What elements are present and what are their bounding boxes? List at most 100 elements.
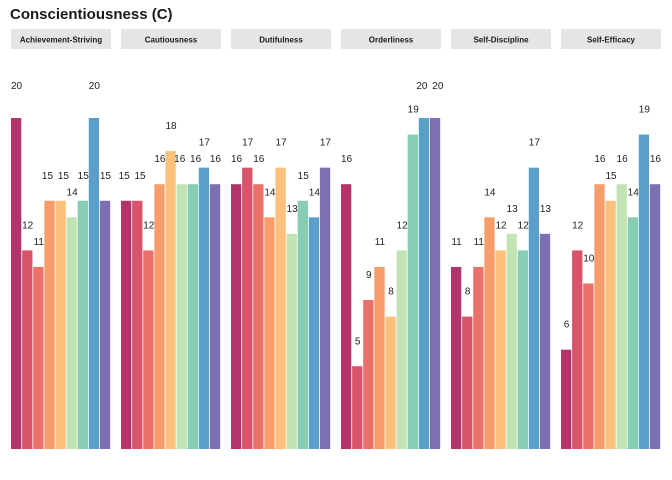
facet-strip [231, 29, 331, 49]
data-label: 15 [42, 171, 54, 182]
data-label: 15 [605, 171, 617, 182]
data-label: 16 [594, 154, 606, 165]
bar [209, 184, 221, 449]
data-label: 18 [165, 121, 177, 132]
bar [88, 118, 100, 449]
data-label: 11 [451, 237, 462, 248]
bar [649, 184, 661, 449]
bar [154, 184, 165, 449]
data-label: 11 [474, 237, 485, 248]
data-label: 15 [119, 171, 131, 182]
data-label: 20 [89, 81, 101, 92]
data-label: 13 [507, 204, 519, 215]
data-label: 12 [22, 220, 34, 231]
data-label: 14 [484, 187, 496, 198]
facet-strip [121, 29, 221, 49]
facet-label: Self-Discipline [473, 36, 529, 45]
facet-label: Dutifulness [259, 36, 303, 45]
bar [517, 250, 528, 449]
facet-strip [451, 29, 551, 49]
bar [528, 167, 540, 449]
bar [165, 151, 176, 449]
facet-label: Cautiousness [145, 36, 198, 45]
bar [22, 250, 33, 449]
bar [176, 184, 187, 449]
data-label: 15 [298, 171, 310, 182]
data-label: 13 [540, 204, 552, 215]
data-label: 9 [366, 270, 372, 281]
bar [385, 316, 396, 449]
bar [407, 134, 418, 450]
data-label: 12 [495, 220, 507, 231]
bar [506, 233, 517, 449]
data-label: 17 [199, 138, 211, 149]
bar [484, 217, 495, 449]
data-label: 10 [583, 254, 595, 265]
bar [121, 200, 132, 449]
bar [396, 250, 407, 449]
data-label: 20 [432, 81, 444, 92]
bar [198, 167, 210, 449]
bar [341, 184, 352, 449]
bar [143, 250, 154, 449]
facet-label: Orderliness [369, 36, 414, 45]
bar [561, 349, 572, 449]
data-label: 12 [397, 220, 409, 231]
data-label: 17 [320, 138, 332, 149]
data-label: 13 [287, 204, 299, 215]
bar [77, 200, 88, 449]
data-label: 19 [408, 105, 420, 116]
data-label: 17 [529, 138, 541, 149]
bar [66, 217, 77, 449]
bar [418, 118, 430, 449]
bar [572, 250, 583, 449]
bar [594, 184, 605, 449]
data-label: 12 [518, 220, 530, 231]
data-label: 15 [100, 171, 112, 182]
data-label: 20 [416, 81, 428, 92]
data-label: 14 [264, 187, 276, 198]
bar [319, 167, 331, 449]
bar [616, 184, 627, 449]
data-label: 19 [639, 105, 651, 116]
bar [99, 200, 111, 449]
bar [539, 233, 551, 449]
data-label: 17 [275, 138, 287, 149]
data-label: 6 [564, 320, 570, 331]
bar [187, 184, 198, 449]
data-label: 16 [190, 154, 202, 165]
data-label: 11 [375, 237, 386, 248]
bar [275, 167, 286, 449]
data-label: 11 [34, 237, 45, 248]
bar [253, 184, 264, 449]
facet-strip [341, 29, 441, 49]
data-label: 16 [210, 154, 222, 165]
facet-strip [561, 29, 661, 49]
bar [297, 200, 308, 449]
bar [308, 217, 320, 449]
bar [627, 217, 638, 449]
data-label: 15 [58, 171, 70, 182]
data-label: 14 [67, 187, 79, 198]
data-label: 20 [11, 81, 23, 92]
bar [55, 200, 66, 449]
bar [374, 266, 385, 449]
data-label: 12 [143, 220, 155, 231]
data-label: 16 [231, 154, 243, 165]
bar [352, 366, 363, 449]
data-label: 14 [628, 187, 640, 198]
bar [231, 184, 242, 449]
bar [363, 300, 374, 449]
facet-label: Self-Efficacy [587, 36, 636, 45]
bar [242, 167, 253, 449]
data-label: 16 [174, 154, 186, 165]
bar [462, 316, 473, 449]
bar [33, 266, 44, 449]
bar [473, 266, 484, 449]
data-label: 16 [154, 154, 166, 165]
bar [583, 283, 594, 449]
bar [429, 118, 441, 449]
chart-title: Conscientiousness (C) [10, 6, 173, 23]
data-label: 16 [617, 154, 629, 165]
